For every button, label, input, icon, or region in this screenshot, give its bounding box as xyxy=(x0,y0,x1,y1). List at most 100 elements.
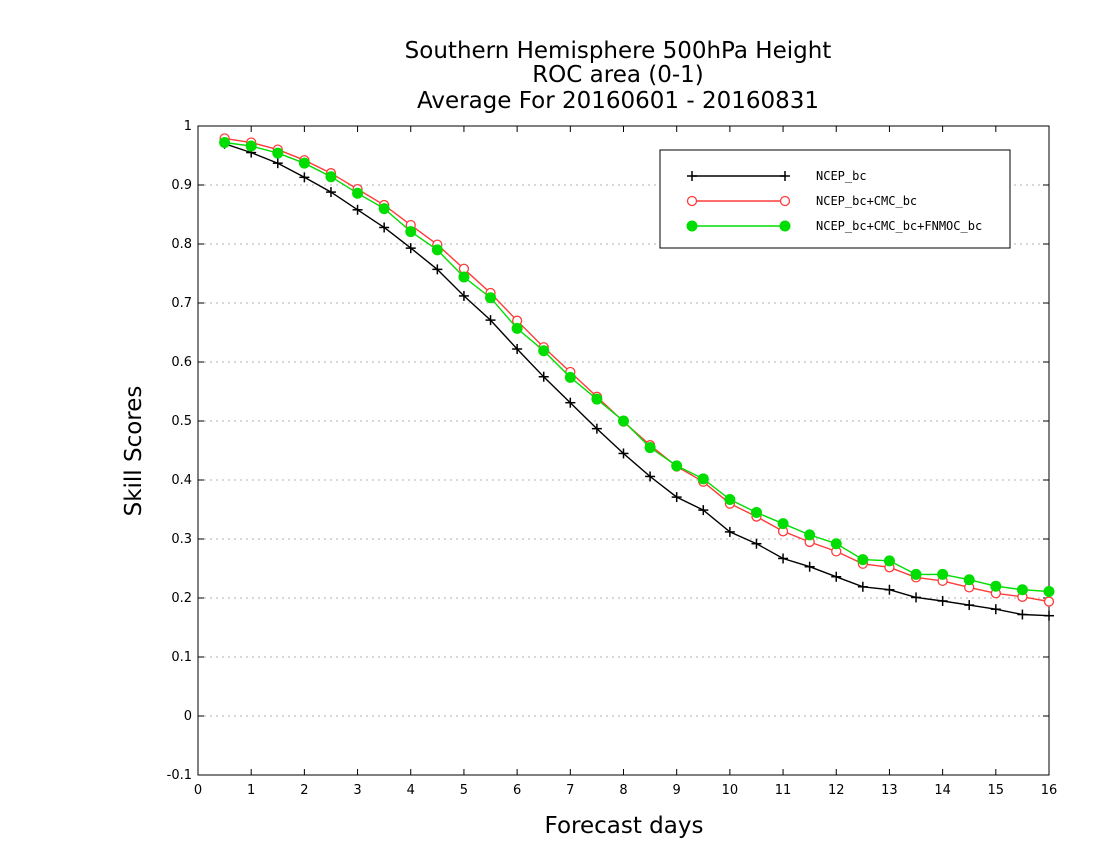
x-tick-label: 6 xyxy=(513,783,521,798)
data-point-filled-circle xyxy=(431,244,443,256)
x-tick-label: 12 xyxy=(828,783,845,798)
data-point-plus xyxy=(804,561,815,572)
data-point-filled-circle xyxy=(910,568,922,580)
y-tick-label: 0.4 xyxy=(171,473,192,488)
data-point-filled-circle xyxy=(325,171,337,183)
x-tick-label: 9 xyxy=(673,783,681,798)
data-point-plus xyxy=(964,600,975,611)
y-tick-label: 0 xyxy=(184,709,192,724)
y-tick-label: 0.9 xyxy=(171,178,192,193)
data-point-plus xyxy=(352,204,363,215)
x-tick-label: 3 xyxy=(353,783,361,798)
chart-title-line-3: Average For 20160601 - 20160831 xyxy=(417,88,819,114)
x-tick-label: 5 xyxy=(460,783,468,798)
y-tick-label: 0.2 xyxy=(171,591,192,606)
data-point-plus xyxy=(884,584,895,595)
data-point-filled-circle xyxy=(618,415,629,427)
data-point-plus xyxy=(1044,610,1054,621)
data-point-filled-circle xyxy=(779,220,791,232)
data-point-filled-circle xyxy=(298,157,310,169)
x-tick-label: 15 xyxy=(988,783,1005,798)
y-tick-label: 0.5 xyxy=(171,414,192,429)
data-point-filled-circle xyxy=(937,568,949,580)
data-point-plus xyxy=(379,222,390,233)
y-tick-label: 0.1 xyxy=(171,650,192,665)
data-point-filled-circle xyxy=(857,554,869,566)
legend-label: NCEP_bc xyxy=(816,169,867,183)
data-point-filled-circle xyxy=(750,506,762,518)
y-tick-label: -0.1 xyxy=(167,768,192,783)
y-axis-label: Skill Scores xyxy=(121,386,147,517)
legend: NCEP_bc NCEP_bc+CMC_bc NCEP_bc+CMC_bc+FNMO… xyxy=(659,149,1011,249)
series-2 xyxy=(219,137,1055,598)
data-point-plus xyxy=(565,397,576,408)
legend-item: NCEP_bc xyxy=(687,169,867,183)
data-point-plus xyxy=(724,526,735,537)
x-tick-label: 10 xyxy=(722,783,739,798)
series-line xyxy=(224,143,1050,617)
legend-box xyxy=(659,149,1011,249)
data-point-filled-circle xyxy=(352,187,364,199)
data-point-plus xyxy=(937,595,948,606)
y-tick-label: 0.7 xyxy=(171,296,192,311)
chart-title-line-1: Southern Hemisphere 500hPa Height xyxy=(405,38,832,64)
chart-title-line-2: ROC area (0-1) xyxy=(532,62,704,88)
data-point-plus xyxy=(778,553,789,564)
data-point-plus xyxy=(325,187,336,198)
x-tick-label: 11 xyxy=(775,783,792,798)
data-point-filled-circle xyxy=(777,518,789,530)
x-tick-label: 1 xyxy=(247,783,255,798)
data-point-filled-circle xyxy=(990,580,1002,592)
data-point-plus xyxy=(538,371,549,382)
data-series xyxy=(219,133,1055,621)
data-point-filled-circle xyxy=(591,393,603,405)
x-tick-label: 16 xyxy=(1041,783,1058,798)
data-point-plus xyxy=(857,581,868,592)
data-point-filled-circle xyxy=(804,529,816,541)
data-point-filled-circle xyxy=(405,226,417,238)
data-point-filled-circle xyxy=(686,220,698,232)
data-point-plus xyxy=(591,423,602,434)
y-tick-label: 0.3 xyxy=(171,532,192,547)
x-tick-label: 13 xyxy=(881,783,898,798)
legend-label: NCEP_bc+CMC_bc+FNMOC_bc xyxy=(816,219,982,233)
data-point-filled-circle xyxy=(883,555,895,567)
y-tick-label: 0.6 xyxy=(171,355,192,370)
data-point-plus xyxy=(687,171,697,181)
data-point-filled-circle xyxy=(830,538,842,550)
data-point-plus xyxy=(299,172,310,183)
x-tick-label: 7 xyxy=(566,783,574,798)
data-point-plus xyxy=(458,290,469,301)
x-tick-label: 8 xyxy=(619,783,627,798)
y-tick-label: 0.8 xyxy=(171,237,192,252)
data-point-plus xyxy=(1017,609,1028,620)
data-point-filled-circle xyxy=(378,203,390,215)
data-point-plus xyxy=(671,492,682,503)
data-point-filled-circle xyxy=(963,574,975,586)
series-0 xyxy=(219,138,1054,621)
data-point-open-circle xyxy=(686,195,698,207)
data-point-plus xyxy=(990,604,1001,615)
data-point-plus xyxy=(432,264,443,275)
x-tick-label: 0 xyxy=(194,783,202,798)
data-point-plus xyxy=(512,344,523,355)
data-point-filled-circle xyxy=(219,137,231,149)
data-point-filled-circle xyxy=(671,460,683,472)
x-axis-label: Forecast days xyxy=(545,813,704,839)
data-point-plus xyxy=(618,448,629,459)
data-point-filled-circle xyxy=(511,322,523,334)
x-tick-label: 14 xyxy=(934,783,951,798)
data-point-plus xyxy=(831,571,842,582)
data-point-open-circle xyxy=(1043,596,1055,607)
data-point-filled-circle xyxy=(1043,586,1055,598)
data-point-plus xyxy=(405,243,416,254)
data-point-plus xyxy=(485,315,496,326)
data-point-plus xyxy=(698,505,709,516)
data-point-filled-circle xyxy=(245,140,257,152)
x-tick-label: 4 xyxy=(407,783,415,798)
data-point-filled-circle xyxy=(485,292,497,304)
data-point-filled-circle xyxy=(538,345,550,357)
data-point-plus xyxy=(272,158,283,169)
data-point-filled-circle xyxy=(458,271,470,283)
